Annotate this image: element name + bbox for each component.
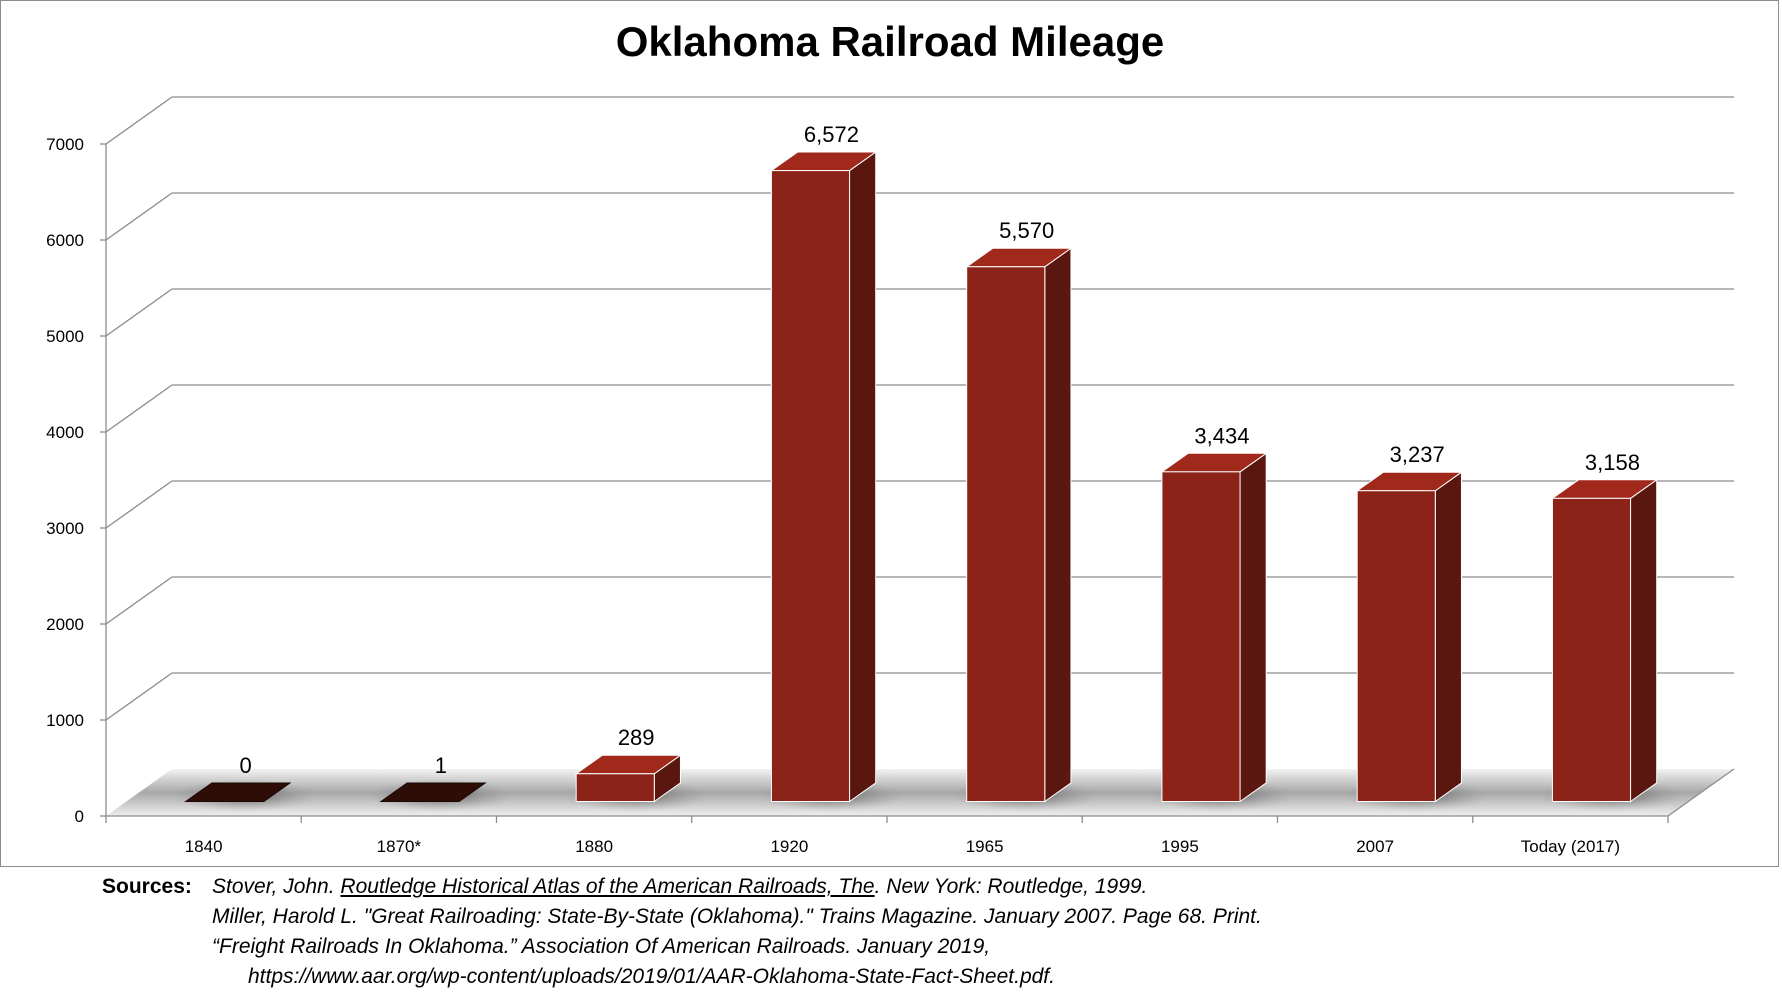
source-1-publisher: . New York: Routledge, 1999. xyxy=(874,875,1148,898)
y-tick-label: 4000 xyxy=(46,423,84,442)
sources-heading: Sources: xyxy=(102,875,192,898)
y-tick-label: 0 xyxy=(75,807,84,826)
x-tick-label: 2007 xyxy=(1356,837,1394,856)
data-label: 3,237 xyxy=(1390,442,1445,467)
data-label: 0 xyxy=(240,753,252,778)
source-1-title: Routledge Historical Atlas of the Americ… xyxy=(340,875,875,898)
chart-frame: Oklahoma Railroad Mileage 0 1000 2000 3000 4… xyxy=(0,0,1779,867)
bar xyxy=(575,773,655,802)
y-tick-label: 5000 xyxy=(46,327,84,346)
gridline-diagonal xyxy=(105,288,173,337)
gridline-diagonal xyxy=(105,384,173,433)
y-tick-label: 2000 xyxy=(46,615,84,634)
bar xyxy=(966,266,1046,802)
gridline-diagonal xyxy=(105,96,173,145)
data-label: 6,572 xyxy=(804,122,859,147)
bar xyxy=(1551,497,1632,802)
bar-side xyxy=(1630,478,1658,803)
y-tick-label: 6000 xyxy=(46,231,84,250)
bar-side xyxy=(849,151,877,803)
bar xyxy=(1356,490,1436,802)
gridline-diagonal xyxy=(105,192,173,241)
source-citation-3-url: https://www.aar.org/wp-content/uploads/2… xyxy=(248,965,1055,988)
bar xyxy=(770,170,851,802)
y-tick-label: 1000 xyxy=(46,711,84,730)
bar xyxy=(1161,471,1241,802)
x-tick-label: 1995 xyxy=(1161,837,1199,856)
y-tick-label: 7000 xyxy=(46,135,84,154)
bar xyxy=(379,782,487,802)
gridline-diagonal xyxy=(105,480,173,529)
data-label: 289 xyxy=(618,725,655,750)
x-tick-label: 1870* xyxy=(377,837,422,856)
chart-title: Oklahoma Railroad Mileage xyxy=(616,18,1165,65)
gridline-diagonal xyxy=(105,576,173,625)
data-label: 3,434 xyxy=(1194,423,1249,448)
source-citation-2: Miller, Harold L. "Great Railroading: St… xyxy=(212,905,1262,928)
bar-side xyxy=(1044,247,1072,803)
source-citation-3: “Freight Railroads In Oklahoma.” Associa… xyxy=(212,935,991,958)
source-citation-1: Stover, John. Routledge Historical Atlas… xyxy=(212,872,1147,902)
x-tick-label: 1880 xyxy=(575,837,613,856)
bar-chart: Oklahoma Railroad Mileage 0 1000 2000 3000 4… xyxy=(46,18,1735,856)
floor-edge xyxy=(1667,768,1735,817)
data-label: 1 xyxy=(435,753,447,778)
data-label: 5,570 xyxy=(999,218,1054,243)
bar xyxy=(184,782,292,802)
x-tick-label: 1920 xyxy=(770,837,808,856)
y-tick-label: 3000 xyxy=(46,519,84,538)
x-tick-label: Today (2017) xyxy=(1521,837,1620,856)
gridline-diagonal xyxy=(105,672,173,721)
bar-side xyxy=(1434,471,1462,803)
source-1-author: Stover, John. xyxy=(212,875,341,898)
chart-floor xyxy=(106,769,1734,816)
bar-side xyxy=(1239,452,1267,803)
x-tick-label: 1840 xyxy=(185,837,223,856)
data-label: 3,158 xyxy=(1585,450,1640,475)
x-tick-label: 1965 xyxy=(966,837,1004,856)
